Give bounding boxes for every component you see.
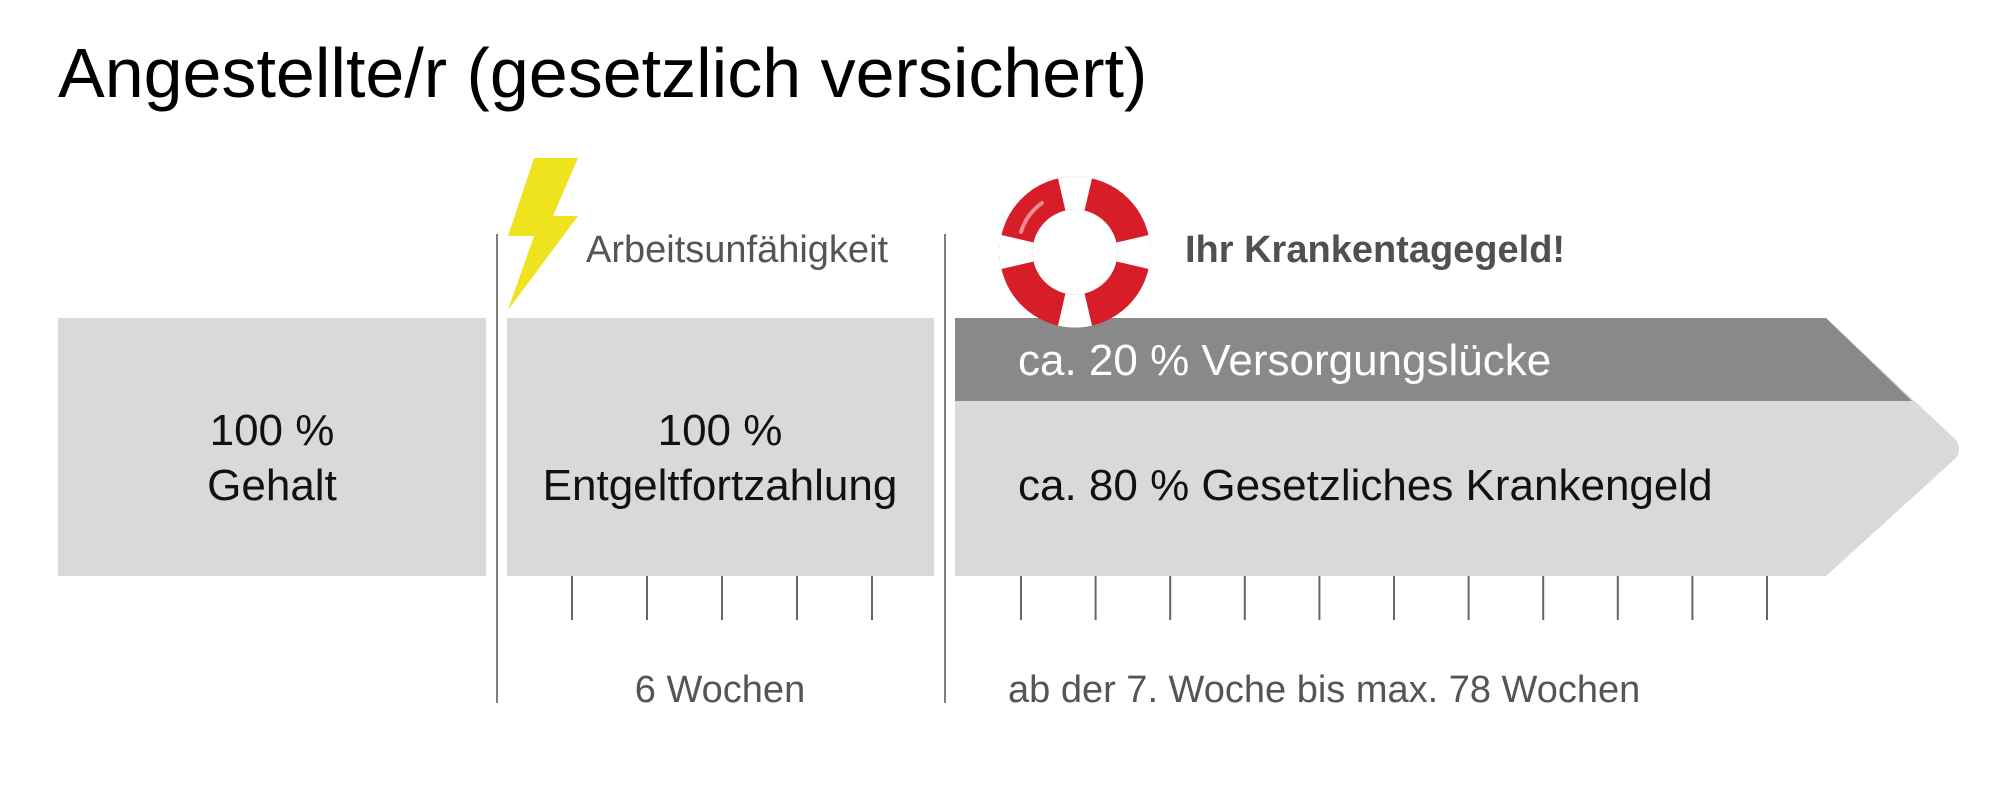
coverage-gap-band (955, 318, 1912, 401)
statutory-arrow: ca. 20 % Versorgungslücke ca. 80 % Geset… (955, 318, 1959, 576)
salary-percent: 100 % (210, 406, 335, 455)
statutory-week-ticks (1020, 576, 1768, 620)
lightning-bolt-shape (508, 158, 578, 310)
lightning-bolt-icon (508, 158, 578, 310)
lifebuoy-white-stripes (999, 176, 1151, 328)
continued-pay-week-ticks (571, 576, 873, 620)
coverage-gap-label: ca. 20 % Versorgungslücke (1018, 336, 1551, 385)
continued-pay-percent: 100 % (658, 406, 783, 455)
lifebuoy-white-segment (1058, 293, 1092, 328)
salary-label: Gehalt (207, 461, 337, 510)
lifebuoy-white-segment (1116, 235, 1151, 269)
daily-allowance-label: Ihr Krankentagegeld! (1185, 229, 1565, 271)
sick-pay-label: ca. 80 % Gesetzliches Krankengeld (1018, 461, 1713, 510)
continued-pay-label: Entgeltfortzahlung (543, 461, 898, 510)
salary-box: 100 % Gehalt (58, 318, 486, 576)
lifebuoy-white-segment (999, 235, 1034, 269)
continued-pay-box-background (507, 318, 934, 576)
salary-box-background (58, 318, 486, 576)
statutory-duration: ab der 7. Woche bis max. 78 Wochen (1008, 669, 1640, 711)
lifebuoy-icon (999, 176, 1151, 328)
lifebuoy-white-segment (1058, 176, 1092, 211)
diagram-title: Angestellte/r (gesetzlich versichert) (58, 34, 1147, 112)
continued-pay-box: 100 % Entgeltfortzahlung (507, 318, 934, 576)
incapacity-label: Arbeitsunfähigkeit (586, 229, 889, 271)
continued-pay-duration: 6 Wochen (635, 669, 805, 711)
lifebuoy-highlight (1019, 201, 1044, 234)
